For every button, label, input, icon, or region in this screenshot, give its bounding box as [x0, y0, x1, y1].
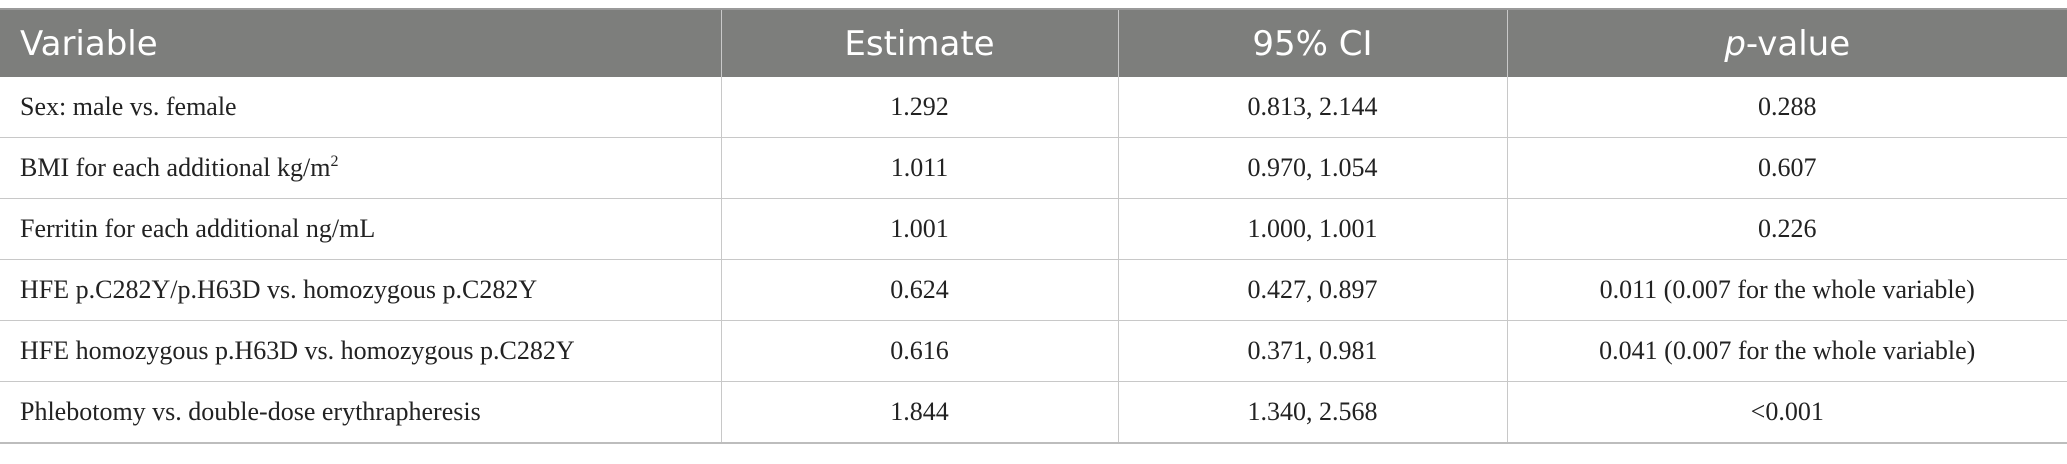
cell-p-value: <0.001 — [1507, 381, 2067, 444]
header-p-italic: p — [1724, 23, 1746, 64]
cell-ci: 0.427, 0.897 — [1118, 259, 1508, 321]
cell-p-value: 0.607 — [1507, 137, 2067, 199]
cell-variable: Phlebotomy vs. double-dose erythrapheres… — [0, 381, 722, 444]
header-ci: 95% CI — [1118, 8, 1508, 77]
results-table: Variable Estimate 95% CI p-value Sex: ma… — [0, 8, 2067, 444]
cell-estimate: 1.001 — [721, 198, 1119, 260]
cell-variable: HFE homozygous p.H63D vs. homozygous p.C… — [0, 320, 722, 382]
cell-p-value: 0.288 — [1507, 77, 2067, 138]
table-row: Ferritin for each additional ng/mL 1.001… — [0, 198, 2067, 260]
cell-variable-text: BMI for each additional kg/m — [20, 153, 331, 182]
cell-ci: 0.813, 2.144 — [1118, 77, 1508, 138]
table-row: BMI for each additional kg/m2 1.011 0.97… — [0, 137, 2067, 199]
header-p-rest: -value — [1745, 23, 1851, 64]
table-row: HFE homozygous p.H63D vs. homozygous p.C… — [0, 320, 2067, 382]
cell-variable: Ferritin for each additional ng/mL — [0, 198, 722, 260]
cell-estimate: 0.624 — [721, 259, 1119, 321]
table-body: Sex: male vs. female 1.292 0.813, 2.144 … — [0, 77, 2067, 444]
table-row: Phlebotomy vs. double-dose erythrapheres… — [0, 381, 2067, 444]
cell-variable: Sex: male vs. female — [0, 77, 722, 138]
cell-ci: 0.970, 1.054 — [1118, 137, 1508, 199]
header-estimate: Estimate — [721, 8, 1119, 77]
table-row: Sex: male vs. female 1.292 0.813, 2.144 … — [0, 77, 2067, 138]
table-row: HFE p.C282Y/p.H63D vs. homozygous p.C282… — [0, 259, 2067, 321]
cell-p-value: 0.041 (0.007 for the whole variable) — [1507, 320, 2067, 382]
cell-p-value: 0.011 (0.007 for the whole variable) — [1507, 259, 2067, 321]
cell-ci: 1.340, 2.568 — [1118, 381, 1508, 444]
table-header: Variable Estimate 95% CI p-value — [0, 8, 2067, 77]
cell-estimate: 1.011 — [721, 137, 1119, 199]
cell-variable-superscript: 2 — [330, 153, 339, 170]
header-variable: Variable — [0, 8, 722, 77]
cell-variable: HFE p.C282Y/p.H63D vs. homozygous p.C282… — [0, 259, 722, 321]
cell-estimate: 1.292 — [721, 77, 1119, 138]
cell-p-value: 0.226 — [1507, 198, 2067, 260]
cell-estimate: 1.844 — [721, 381, 1119, 444]
results-table-container: Variable Estimate 95% CI p-value Sex: ma… — [0, 8, 2067, 444]
cell-ci: 1.000, 1.001 — [1118, 198, 1508, 260]
header-row: Variable Estimate 95% CI p-value — [0, 8, 2067, 77]
header-p-value: p-value — [1507, 8, 2067, 77]
cell-ci: 0.371, 0.981 — [1118, 320, 1508, 382]
cell-variable: BMI for each additional kg/m2 — [0, 137, 722, 199]
cell-estimate: 0.616 — [721, 320, 1119, 382]
